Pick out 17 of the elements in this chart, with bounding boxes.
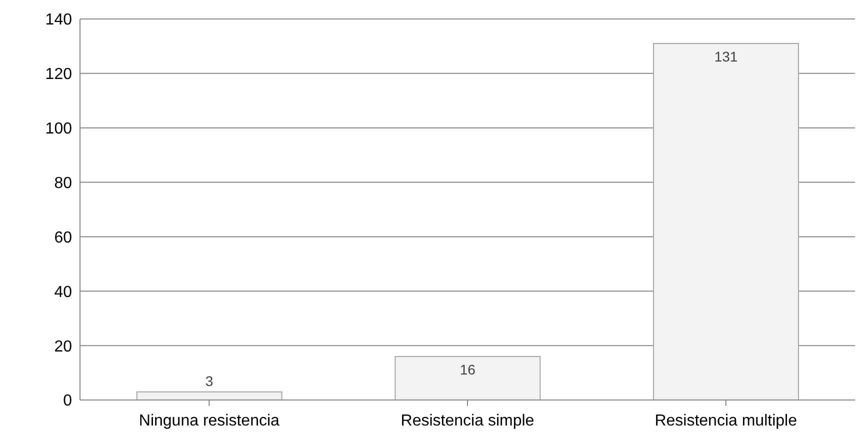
x-tick-label: Resistencia multiple — [654, 412, 798, 430]
y-tick-label: 100 — [45, 120, 72, 138]
y-tick-label: 0 — [63, 392, 72, 410]
y-tick-label: 80 — [54, 174, 72, 192]
y-tick-label: 40 — [54, 284, 72, 301]
data-label: 131 — [714, 48, 738, 64]
bar — [653, 42, 799, 400]
bar — [136, 391, 282, 400]
y-tick-label: 140 — [45, 12, 72, 29]
bar — [394, 356, 541, 400]
x-tick-label: Ninguna resistencia — [138, 412, 280, 430]
data-label: 16 — [460, 361, 476, 378]
y-tick-label: 20 — [54, 338, 72, 356]
y-tick-label: 120 — [45, 66, 72, 84]
y-tick-label: 60 — [54, 229, 72, 246]
data-label: 3 — [205, 372, 214, 389]
x-tick-label: Resistencia simple — [400, 412, 534, 430]
